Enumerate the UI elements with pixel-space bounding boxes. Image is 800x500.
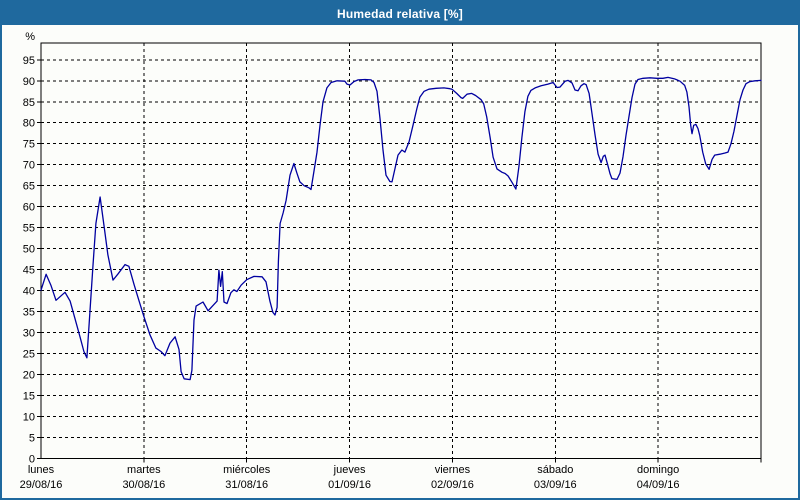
y-tick-label: 15 xyxy=(23,391,35,403)
humidity-chart: 0 5 10 15 20 25 30 35 40 45 50 55 60 65 70 75 80 85 90 95% l… xyxy=(2,25,798,498)
y-tick-label: 50 xyxy=(23,244,35,256)
day-name-label: sábado xyxy=(537,464,573,476)
y-tick-label: 0 xyxy=(29,454,35,466)
day-date-label: 04/09/16 xyxy=(637,479,680,491)
y-axis-unit-label: % xyxy=(25,31,35,43)
y-tick-label: 95 xyxy=(23,55,35,67)
y-tick-label: 55 xyxy=(23,223,35,235)
plot-border xyxy=(40,42,762,459)
y-tick-label: 30 xyxy=(23,328,35,340)
y-tick-label: 5 xyxy=(29,433,35,445)
y-tick-label: 40 xyxy=(23,286,35,298)
day-date-label: 03/09/16 xyxy=(534,479,577,491)
day-date-label: 01/09/16 xyxy=(328,479,371,491)
y-tick-label: 10 xyxy=(23,412,35,424)
y-tick-label: 80 xyxy=(23,118,35,130)
day-name-label: domingo xyxy=(637,464,679,476)
day-date-label: 29/08/16 xyxy=(20,479,63,491)
y-tick-label: 70 xyxy=(23,160,35,172)
y-tick-label: 85 xyxy=(23,97,35,109)
title-bar: Humedad relativa [%] xyxy=(2,2,798,25)
humidity-line-series xyxy=(40,76,762,381)
day-date-label: 02/09/16 xyxy=(431,479,474,491)
y-tick-label: 90 xyxy=(23,76,35,88)
window-title: Humedad relativa [%] xyxy=(336,6,464,21)
y-tick-label: 60 xyxy=(23,202,35,214)
day-date-label: 30/08/16 xyxy=(122,479,165,491)
day-date-label: 31/08/16 xyxy=(225,479,268,491)
day-name-label: jueves xyxy=(333,464,366,476)
y-tick-label: 45 xyxy=(23,265,35,277)
day-name-label: viernes xyxy=(435,464,471,476)
y-tick-label: 65 xyxy=(23,181,35,193)
y-tick-label: 25 xyxy=(23,349,35,361)
y-tick-label: 75 xyxy=(23,139,35,151)
y-tick-label: 35 xyxy=(23,307,35,319)
day-name-label: miércoles xyxy=(223,464,271,476)
day-name-label: martes xyxy=(127,464,161,476)
y-tick-label: 20 xyxy=(23,370,35,382)
day-name-label: lunes xyxy=(28,464,55,476)
